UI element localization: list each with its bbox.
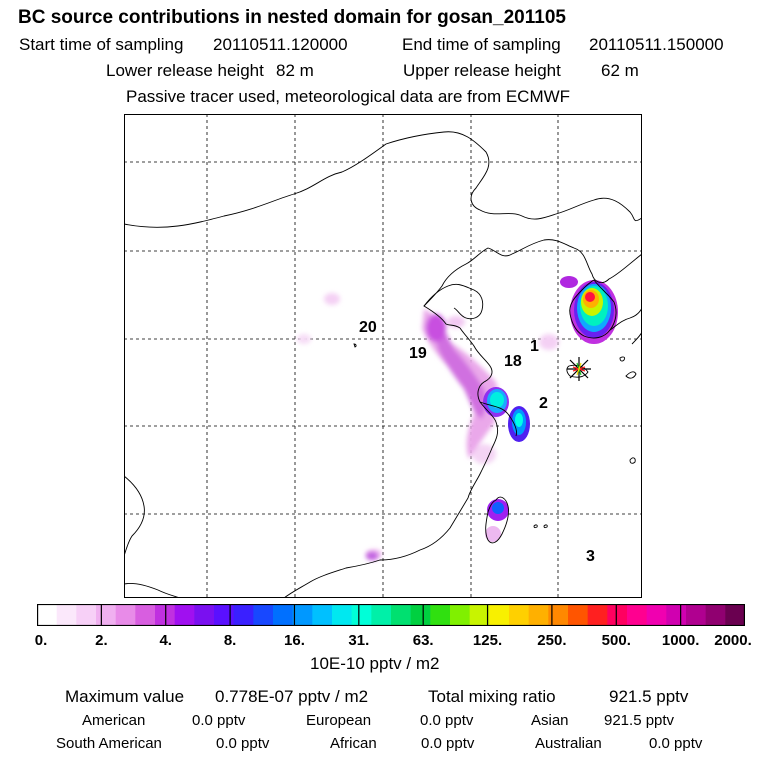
region-label-20: 20 <box>359 319 377 336</box>
plume-china-coast <box>422 309 499 459</box>
coastlines <box>124 131 642 598</box>
colorbar-tick-label: 250. <box>537 632 567 649</box>
colorbar <box>37 604 745 626</box>
colorbar-segment <box>76 604 97 626</box>
colorbar-segment <box>430 604 451 626</box>
source-asian-value: 921.5 pptv <box>604 712 675 729</box>
source-african-value: 0.0 pptv <box>421 735 475 752</box>
colorbar-segment <box>214 604 235 626</box>
colorbar-segment <box>253 604 274 626</box>
source-american-value: 0.0 pptv <box>192 712 246 729</box>
colorbar-segment <box>725 604 745 626</box>
colorbar-segment <box>96 604 117 626</box>
colorbar-tick-label: 16. <box>284 632 305 649</box>
max-value: 0.778E-07 pptv / m2 <box>215 687 369 706</box>
plume-small-south <box>366 552 378 560</box>
receptor-star-icon <box>567 357 591 381</box>
colorbar-units: 10E-10 pptv / m2 <box>310 654 440 673</box>
colorbar-tick-label: 2000. <box>714 632 752 649</box>
source-asian-name: Asian <box>531 712 569 729</box>
max-value-label: Maximum value <box>65 687 185 706</box>
colorbar-segment <box>627 604 648 626</box>
colorbar-tick-label: 4. <box>159 632 172 649</box>
plume-china-core <box>483 387 530 442</box>
colorbar-segment <box>194 604 215 626</box>
colorbar-segment <box>410 604 431 626</box>
colorbar-segment <box>646 604 667 626</box>
source-american-name: American <box>82 712 146 729</box>
colorbar-segment <box>450 604 471 626</box>
colorbar-tick-label: 63. <box>412 632 434 649</box>
colorbar-tick-label: 1000. <box>661 632 700 649</box>
graticule <box>124 114 642 598</box>
colorbar-segment <box>548 604 569 626</box>
source-european-value: 0.0 pptv <box>420 712 474 729</box>
plume-taiwan <box>485 499 509 542</box>
source-european-name: European <box>306 712 372 729</box>
total-mixing-label: Total mixing ratio <box>428 687 556 706</box>
colorbar-segment <box>686 604 707 626</box>
colorbar-segment <box>391 604 412 626</box>
end-time-value: 20110511.150000 <box>589 35 724 54</box>
colorbar-frame <box>37 604 745 626</box>
total-mixing-value: 921.5 pptv <box>609 687 689 706</box>
concentration-map: 20 19 18 1 2 3 <box>124 114 642 598</box>
colorbar-segment <box>312 604 333 626</box>
colorbar-segment <box>174 604 195 626</box>
colorbar-segment <box>155 604 176 626</box>
colorbar-segment <box>528 604 549 626</box>
colorbar-segment <box>587 604 608 626</box>
start-time-label: Start time of sampling <box>19 35 184 54</box>
colorbar-segment <box>37 604 58 626</box>
source-south-american-value: 0.0 pptv <box>216 735 270 752</box>
tracer-note: Passive tracer used, meteorological data… <box>126 87 571 106</box>
colorbar-segment <box>115 604 136 626</box>
source-african-name: African <box>330 735 377 752</box>
colorbar-tick-label: 31. <box>348 632 370 649</box>
colorbar-tick-label: 8. <box>223 632 237 649</box>
start-time-value: 20110511.120000 <box>213 35 348 54</box>
colorbar-tick-label: 125. <box>472 632 503 649</box>
lower-height-label: Lower release height <box>106 61 264 80</box>
colorbar-segment <box>469 604 490 626</box>
region-label-2: 2 <box>539 395 548 412</box>
end-time-label: End time of sampling <box>402 35 561 54</box>
colorbar-segment <box>273 604 294 626</box>
colorbar-tick-label: 500. <box>601 632 631 649</box>
source-australian-value: 0.0 pptv <box>649 735 703 752</box>
colorbar-segment <box>705 604 726 626</box>
colorbar-segment <box>607 604 628 626</box>
colorbar-segment <box>332 604 353 626</box>
colorbar-segment <box>666 604 687 626</box>
colorbar-segment <box>509 604 530 626</box>
colorbar-segment <box>489 604 510 626</box>
colorbar-segment <box>371 604 392 626</box>
region-label-19: 19 <box>409 345 427 362</box>
source-south-american-name: South American <box>56 735 162 752</box>
plume-pale <box>297 293 559 559</box>
colorbar-tick-label: 2. <box>95 632 108 649</box>
region-label-3: 3 <box>586 548 595 565</box>
region-label-18: 18 <box>504 353 522 370</box>
lower-height-value: 82 m <box>276 61 314 80</box>
plot-title: BC source contributions in nested domain… <box>18 7 566 28</box>
region-label-1: 1 <box>530 338 539 355</box>
colorbar-segment <box>292 604 313 626</box>
colorbar-segment <box>568 604 589 626</box>
colorbar-tick-label: 0. <box>34 632 48 649</box>
colorbar-segment <box>56 604 77 626</box>
colorbar-segment <box>351 604 372 626</box>
source-australian-name: Australian <box>535 735 602 752</box>
upper-height-label: Upper release height <box>403 61 561 80</box>
colorbar-segment <box>233 604 254 626</box>
plume-korea <box>560 276 618 344</box>
colorbar-segment <box>135 604 156 626</box>
upper-height-value: 62 m <box>601 61 639 80</box>
